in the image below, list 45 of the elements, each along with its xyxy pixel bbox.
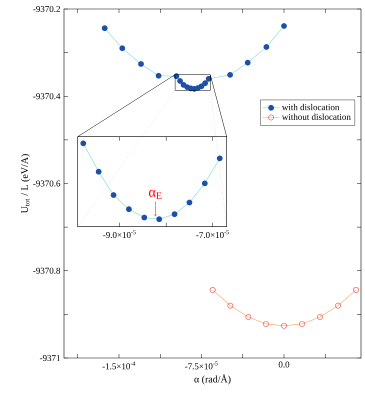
point [177, 78, 183, 84]
point [202, 80, 208, 86]
point [227, 302, 234, 309]
x-tick-label: -7.0×10$^{-5}$ [196, 230, 229, 238]
point [80, 140, 86, 146]
y-tick-label: -9371 [40, 354, 60, 362]
point [244, 60, 251, 66]
point [96, 168, 102, 175]
y-tick-label: -9370.8 [33, 268, 60, 274]
point [202, 180, 208, 186]
point [198, 83, 204, 90]
point [317, 314, 323, 320]
y-axis-title: U$_{tot}$ / L (eV/A) [20, 154, 30, 214]
point [281, 23, 287, 29]
legend-label: with dislocation [282, 104, 340, 110]
point [172, 211, 178, 218]
annotation: α$_{E}$ [148, 190, 162, 199]
x-tick-label: 0.0 [278, 362, 290, 368]
point [138, 61, 144, 67]
point [227, 72, 233, 78]
x-tick-label: -9.0×10$^{-5}$ [103, 230, 136, 238]
point [102, 25, 108, 32]
point [263, 321, 269, 327]
x-axis-title: α (rad/Å) [194, 374, 231, 385]
point [119, 45, 126, 52]
point [186, 200, 192, 206]
point [110, 192, 116, 198]
point [264, 44, 270, 50]
point [210, 287, 216, 293]
point [335, 302, 341, 309]
x-tick-label: -7.5×10$^{-5}$ [184, 362, 218, 370]
point [299, 321, 305, 327]
y-tick-label: -9370.6 [33, 180, 60, 187]
legend-label: without dislocation [282, 114, 351, 120]
x-tick-label: -1.5×10$^{-4}$ [102, 362, 136, 370]
point [126, 206, 132, 212]
point [156, 72, 162, 79]
point [353, 287, 359, 293]
y-tick-label: -9370.2 [33, 6, 60, 12]
point [281, 322, 287, 329]
point [245, 314, 252, 320]
point [216, 155, 223, 162]
y-tick-label: -9370.4 [33, 93, 60, 100]
point [156, 216, 162, 222]
point [141, 214, 148, 220]
